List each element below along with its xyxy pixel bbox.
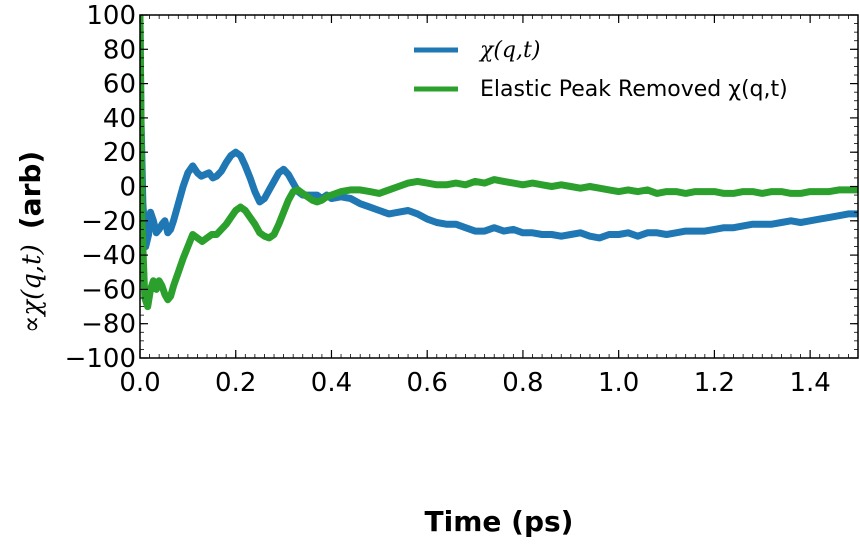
y-axis-title-suffix: (arb) — [14, 151, 47, 229]
y-tick-label: 80 — [103, 35, 136, 65]
svg-text:∝χ(q,t) (arb): ∝χ(q,t) (arb) — [14, 151, 47, 333]
series-line-chi — [140, 20, 858, 250]
series-line-elastic-removed — [140, 15, 858, 311]
y-axis-title: ∝χ(q,t) (arb) — [14, 151, 47, 333]
plot-area — [140, 15, 858, 311]
y-tick-label: −80 — [81, 310, 136, 340]
y-tick-label: 100 — [86, 1, 136, 31]
y-tick-label: −20 — [81, 207, 136, 237]
y-tick-label: 60 — [103, 70, 136, 100]
y-tick-label: 0 — [119, 173, 136, 203]
x-axis-title: Time (ps) — [425, 505, 574, 538]
x-tick-label: 0.6 — [407, 368, 448, 398]
legend-label-elastic-removed: Elastic Peak Removed χ(q,t) — [480, 77, 788, 102]
y-axis-title-prefix: ∝χ(q,t) — [17, 244, 47, 333]
legend: χ(q,t) Elastic Peak Removed χ(q,t) — [414, 38, 788, 102]
y-tick-label: 20 — [103, 138, 136, 168]
y-tick-label: 40 — [103, 104, 136, 134]
y-tick-label: −60 — [81, 275, 136, 305]
y-tick-label: −100 — [65, 344, 136, 374]
x-tick-label: 1.0 — [598, 368, 639, 398]
x-tick-label: 0.0 — [119, 368, 160, 398]
legend-label-chi: χ(q,t) — [478, 38, 540, 63]
x-tick-label: 0.4 — [311, 368, 352, 398]
x-tick-label: 0.8 — [502, 368, 543, 398]
axes: 0.0 0.2 0.4 0.6 0.8 1.0 1.2 1.4 −100 −80 −60 −40 −20… — [65, 1, 859, 398]
x-tick-label: 0.2 — [215, 368, 256, 398]
x-tick-label: 1.4 — [789, 368, 830, 398]
x-tick-label: 1.2 — [694, 368, 735, 398]
y-tick-label: −40 — [81, 241, 136, 271]
